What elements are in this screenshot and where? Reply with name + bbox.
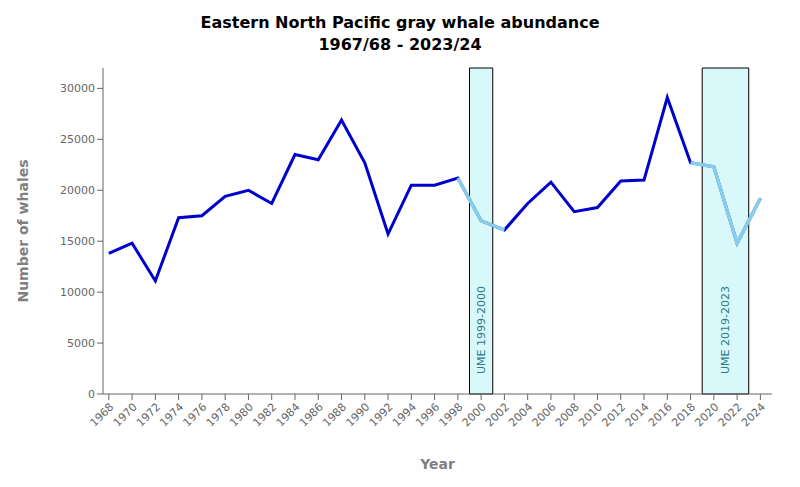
- svg-text:1970: 1970: [111, 400, 140, 429]
- svg-text:1978: 1978: [204, 400, 233, 429]
- svg-text:1990: 1990: [343, 400, 372, 429]
- svg-text:2010: 2010: [576, 400, 605, 429]
- svg-text:2018: 2018: [669, 400, 698, 429]
- svg-text:30000: 30000: [60, 82, 95, 95]
- svg-text:2022: 2022: [716, 400, 745, 429]
- svg-text:2006: 2006: [530, 400, 559, 429]
- svg-text:2000: 2000: [460, 400, 489, 429]
- svg-text:2004: 2004: [506, 400, 535, 429]
- svg-text:25000: 25000: [60, 133, 95, 146]
- svg-text:1996: 1996: [413, 400, 442, 429]
- svg-text:0: 0: [88, 388, 95, 401]
- svg-text:Number of whales: Number of whales: [15, 159, 31, 302]
- svg-text:1980: 1980: [227, 400, 256, 429]
- html-text:1967/68 - 2023/24: 1967/68 - 2023/24: [318, 35, 482, 54]
- svg-text:1994: 1994: [390, 400, 419, 429]
- svg-text:1992: 1992: [367, 400, 396, 429]
- svg-text:1968: 1968: [87, 400, 116, 429]
- svg-text:5000: 5000: [67, 337, 95, 350]
- svg-text:2024: 2024: [739, 400, 768, 429]
- svg-text:1984: 1984: [274, 400, 303, 429]
- svg-text:UME 2019-2023: UME 2019-2023: [719, 286, 732, 374]
- svg-text:2016: 2016: [646, 400, 675, 429]
- svg-text:15000: 15000: [60, 235, 95, 248]
- svg-text:2014: 2014: [623, 400, 652, 429]
- svg-text:1974: 1974: [157, 400, 186, 429]
- svg-text:1998: 1998: [437, 400, 466, 429]
- svg-text:1972: 1972: [134, 400, 163, 429]
- svg-text:UME 1999-2000: UME 1999-2000: [475, 286, 488, 374]
- svg-text:2012: 2012: [599, 400, 628, 429]
- svg-text:1988: 1988: [320, 400, 349, 429]
- svg-text:Year: Year: [419, 456, 455, 472]
- svg-text:1982: 1982: [250, 400, 279, 429]
- svg-text:10000: 10000: [60, 286, 95, 299]
- svg-text:1976: 1976: [181, 400, 210, 429]
- svg-text:2002: 2002: [483, 400, 512, 429]
- svg-text:2020: 2020: [692, 400, 721, 429]
- svg-text:1986: 1986: [297, 400, 326, 429]
- svg-text:2008: 2008: [553, 400, 582, 429]
- html-text:Eastern North Pacific gray wha: Eastern North Pacific gray whale abundan…: [200, 13, 600, 32]
- svg-text:20000: 20000: [60, 184, 95, 197]
